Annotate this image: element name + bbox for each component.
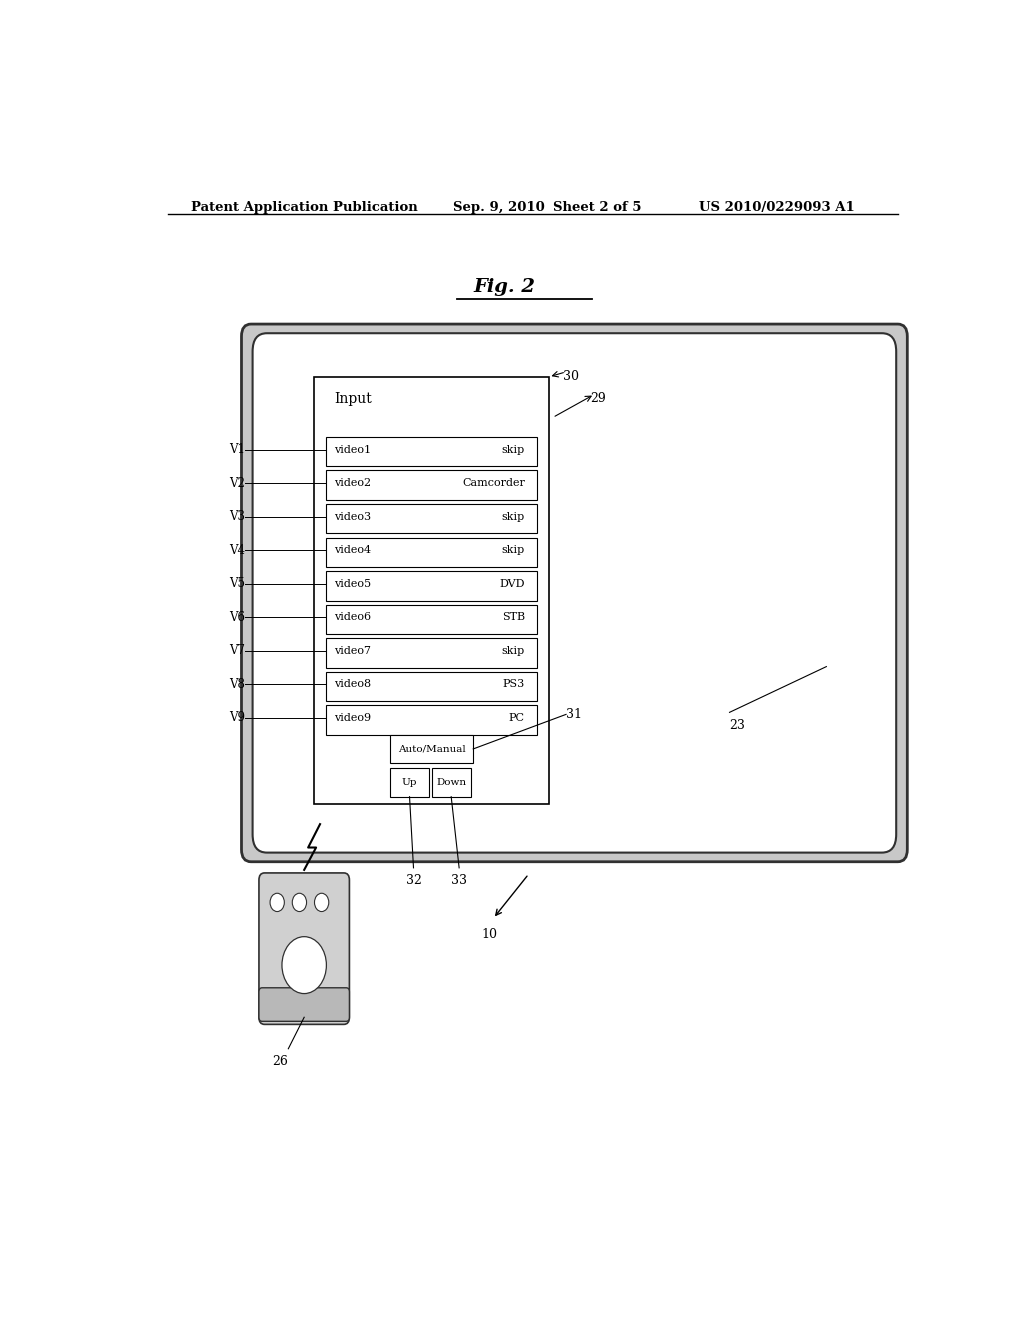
Text: video6: video6 [334, 612, 372, 622]
Text: 29: 29 [590, 392, 605, 405]
Circle shape [314, 894, 329, 912]
Bar [431, 768, 471, 797]
Circle shape [282, 937, 327, 994]
Text: 10: 10 [481, 928, 497, 941]
Text: DVD: DVD [500, 578, 524, 589]
Text: video1: video1 [334, 445, 372, 454]
Text: video8: video8 [334, 680, 372, 689]
Text: V8: V8 [228, 678, 245, 690]
Text: 26: 26 [272, 1055, 289, 1068]
Text: skip: skip [502, 545, 524, 556]
Text: V3: V3 [228, 511, 245, 523]
Text: V6: V6 [228, 611, 245, 624]
Text: video2: video2 [334, 478, 372, 488]
Bar [327, 572, 537, 601]
Bar [327, 470, 537, 500]
Text: US 2010/0229093 A1: US 2010/0229093 A1 [699, 201, 855, 214]
Text: Down: Down [436, 777, 466, 787]
Circle shape [270, 894, 285, 912]
Text: V4: V4 [228, 544, 245, 557]
FancyBboxPatch shape [253, 333, 896, 853]
Text: video5: video5 [334, 578, 372, 589]
Text: video7: video7 [334, 645, 372, 656]
Bar [327, 672, 537, 701]
Text: Up: Up [401, 777, 417, 787]
Bar [327, 437, 537, 466]
FancyBboxPatch shape [259, 873, 349, 1024]
Text: video3: video3 [334, 512, 372, 521]
Text: 31: 31 [566, 708, 582, 721]
Text: PS3: PS3 [503, 680, 524, 689]
Text: Auto/Manual: Auto/Manual [397, 744, 466, 754]
Text: Sheet 2 of 5: Sheet 2 of 5 [553, 201, 641, 214]
Text: video9: video9 [334, 713, 372, 723]
Bar [314, 378, 549, 804]
Text: V5: V5 [228, 577, 245, 590]
Text: video4: video4 [334, 545, 372, 556]
Text: skip: skip [502, 645, 524, 656]
Text: PC: PC [509, 713, 524, 723]
Bar [327, 537, 537, 568]
Text: 33: 33 [452, 874, 467, 887]
Text: 23: 23 [729, 719, 745, 733]
Text: STB: STB [502, 612, 524, 622]
Bar [390, 735, 473, 763]
Text: V1: V1 [228, 444, 245, 457]
Bar [390, 768, 429, 797]
Text: 32: 32 [406, 874, 422, 887]
Bar [327, 605, 537, 634]
Text: Camcorder: Camcorder [462, 478, 524, 488]
Text: skip: skip [502, 512, 524, 521]
Bar [327, 705, 537, 735]
Bar [327, 638, 537, 668]
FancyBboxPatch shape [242, 325, 907, 862]
Text: V2: V2 [228, 477, 245, 490]
Text: V7: V7 [228, 644, 245, 657]
Text: Patent Application Publication: Patent Application Publication [191, 201, 418, 214]
Text: Sep. 9, 2010: Sep. 9, 2010 [454, 201, 545, 214]
Text: Fig. 2: Fig. 2 [473, 279, 536, 296]
FancyBboxPatch shape [259, 987, 349, 1022]
Text: V9: V9 [228, 711, 245, 725]
Bar [327, 504, 537, 533]
Text: skip: skip [502, 445, 524, 454]
Circle shape [292, 894, 306, 912]
Text: Input: Input [334, 392, 372, 407]
Text: 30: 30 [563, 370, 579, 383]
